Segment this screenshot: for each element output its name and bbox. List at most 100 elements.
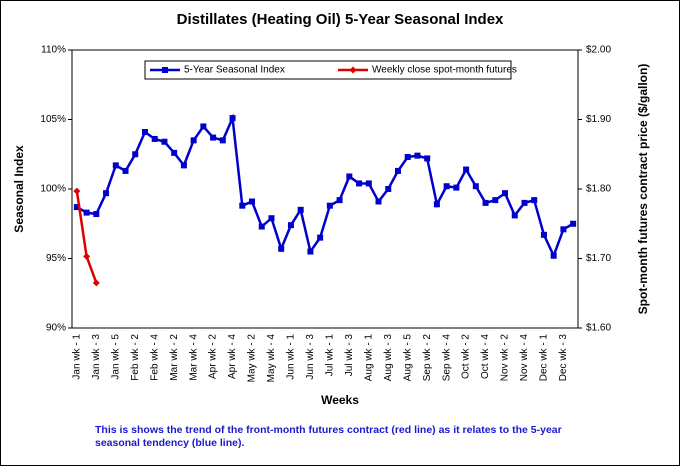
point bbox=[531, 197, 538, 204]
point bbox=[424, 155, 431, 162]
point bbox=[297, 206, 304, 213]
point bbox=[443, 183, 450, 190]
x-tick-label: Sep wk - 2 bbox=[422, 334, 433, 382]
point bbox=[453, 184, 460, 191]
point bbox=[180, 162, 187, 169]
x-tick-label: Mar wk - 4 bbox=[188, 334, 199, 381]
point bbox=[511, 212, 518, 219]
x-tick-label: Nov wk - 4 bbox=[519, 334, 530, 382]
point bbox=[492, 197, 499, 204]
x-tick-label: Jul wk - 1 bbox=[325, 334, 336, 377]
point bbox=[307, 248, 314, 255]
point bbox=[317, 234, 324, 241]
footnote: seasonal tendency (blue line). bbox=[95, 437, 244, 449]
x-tick-label: Apr wk - 4 bbox=[227, 334, 238, 379]
point bbox=[482, 199, 489, 206]
y2-tick-label: $2.00 bbox=[586, 45, 611, 56]
point bbox=[141, 129, 148, 136]
legend-marker bbox=[162, 67, 168, 73]
x-tick-label: May wk - 2 bbox=[247, 334, 258, 383]
y2-tick-label: $1.70 bbox=[586, 253, 611, 264]
point bbox=[394, 167, 401, 174]
point bbox=[463, 166, 470, 173]
point bbox=[249, 198, 256, 205]
point bbox=[502, 190, 509, 197]
point bbox=[112, 162, 119, 169]
legend-label: Weekly close spot-month futures bbox=[372, 65, 517, 76]
point bbox=[375, 198, 382, 205]
point bbox=[122, 167, 129, 174]
y-tick-label: 110% bbox=[41, 45, 66, 56]
x-tick-label: Dec wk - 3 bbox=[558, 334, 569, 382]
point bbox=[93, 211, 100, 218]
x-tick-label: Aug wk - 3 bbox=[383, 334, 394, 382]
x-tick-label: Oct wk - 2 bbox=[461, 334, 472, 379]
x-tick-label: Mar wk - 2 bbox=[169, 334, 180, 381]
y2-tick-label: $1.90 bbox=[586, 114, 611, 125]
point bbox=[414, 152, 421, 159]
point bbox=[268, 215, 275, 222]
y2-tick-label: $1.60 bbox=[586, 323, 611, 334]
point bbox=[73, 204, 80, 211]
x-tick-label: Apr wk - 2 bbox=[208, 334, 219, 379]
point bbox=[83, 209, 90, 216]
x-tick-label: Jun wk - 1 bbox=[286, 334, 297, 380]
footnote: This is shows the trend of the front-mon… bbox=[95, 424, 562, 436]
point bbox=[200, 123, 207, 130]
legend-label: 5-Year Seasonal Index bbox=[184, 65, 285, 76]
point bbox=[132, 151, 139, 158]
chart-title: Distillates (Heating Oil) 5-Year Seasona… bbox=[177, 11, 504, 28]
legend-marker bbox=[349, 66, 357, 74]
y-tick-label: 105% bbox=[40, 114, 66, 125]
point bbox=[229, 115, 236, 122]
point bbox=[103, 190, 110, 197]
point bbox=[258, 223, 265, 230]
point bbox=[239, 202, 246, 209]
x-tick-label: Sep wk - 4 bbox=[441, 334, 452, 382]
x-tick-label: Jul wk - 3 bbox=[344, 334, 355, 377]
point bbox=[83, 252, 91, 260]
x-tick-label: Dec wk - 1 bbox=[539, 334, 550, 382]
point bbox=[521, 199, 528, 206]
y2-tick-label: $1.80 bbox=[586, 184, 611, 195]
point bbox=[171, 149, 178, 156]
point bbox=[287, 222, 294, 229]
point bbox=[92, 279, 100, 287]
point bbox=[210, 134, 217, 141]
point bbox=[278, 245, 285, 252]
y-tick-label: 100% bbox=[40, 184, 66, 195]
x-tick-label: Jan wk - 5 bbox=[110, 334, 121, 380]
point bbox=[151, 135, 158, 142]
point bbox=[385, 186, 392, 192]
x-tick-label: Jan wk - 1 bbox=[72, 334, 83, 380]
x-tick-label: Jan wk - 3 bbox=[91, 334, 102, 380]
y2-axis-title: Spot-month futures contract price ($/gal… bbox=[636, 64, 650, 315]
x-tick-label: Oct wk - 4 bbox=[480, 334, 491, 379]
plot-area bbox=[71, 49, 579, 329]
x-tick-label: Aug wk - 1 bbox=[363, 334, 374, 382]
y-tick-label: 95% bbox=[46, 253, 66, 264]
point bbox=[161, 138, 168, 145]
point bbox=[73, 187, 81, 195]
point bbox=[550, 252, 557, 259]
x-tick-label: Feb wk - 2 bbox=[130, 334, 141, 381]
point bbox=[404, 154, 411, 161]
legend bbox=[144, 60, 512, 80]
y-tick-label: 90% bbox=[46, 323, 66, 334]
x-axis-title: Weeks bbox=[321, 393, 359, 407]
point bbox=[472, 183, 479, 190]
y-axis-title: Seasonal Index bbox=[12, 145, 26, 233]
x-tick-label: May wk - 4 bbox=[266, 334, 277, 383]
x-tick-label: Aug wk - 5 bbox=[402, 334, 413, 382]
x-tick-label: Jun wk - 3 bbox=[305, 334, 316, 380]
point bbox=[326, 202, 333, 209]
point bbox=[356, 180, 363, 187]
x-tick-label: Nov wk - 2 bbox=[500, 334, 511, 382]
point bbox=[560, 226, 567, 233]
point bbox=[336, 197, 343, 204]
point bbox=[365, 180, 372, 187]
point bbox=[570, 220, 577, 227]
point bbox=[219, 137, 226, 144]
series-line bbox=[76, 113, 574, 259]
